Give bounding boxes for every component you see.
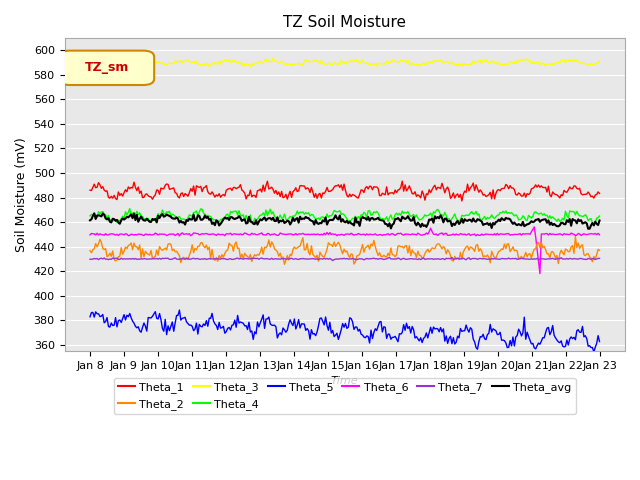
Theta_3 xyxy=(238,60,246,66)
Theta_2 xyxy=(264,243,271,249)
Theta_4 xyxy=(590,221,598,227)
Theta_2 xyxy=(238,252,246,257)
Theta_3 xyxy=(265,58,273,63)
Theta_2 xyxy=(569,243,577,249)
Theta_3 xyxy=(86,60,94,66)
Theta_avg xyxy=(239,217,247,223)
Theta_4 xyxy=(596,213,604,219)
Theta_6 xyxy=(309,231,317,237)
Theta_avg xyxy=(257,216,264,222)
Theta_5 xyxy=(590,349,598,355)
Theta_6 xyxy=(238,232,246,238)
Line: Theta_6: Theta_6 xyxy=(90,227,600,274)
Theta_5 xyxy=(86,314,94,320)
Theta_3 xyxy=(246,63,254,69)
Theta_4 xyxy=(257,212,264,218)
Line: Theta_5: Theta_5 xyxy=(90,310,600,352)
FancyBboxPatch shape xyxy=(59,50,154,85)
Theta_1 xyxy=(596,191,604,196)
Theta_2 xyxy=(255,252,263,258)
Theta_1 xyxy=(570,183,578,189)
Theta_6 xyxy=(255,231,263,237)
Theta_5 xyxy=(265,314,273,320)
Theta_7 xyxy=(570,256,578,262)
Line: Theta_1: Theta_1 xyxy=(90,181,600,201)
Theta_5 xyxy=(569,336,577,341)
Theta_avg xyxy=(569,216,577,222)
Theta_5 xyxy=(596,339,604,345)
Theta_1 xyxy=(238,187,246,193)
Theta_5 xyxy=(175,307,183,313)
Legend: Theta_1, Theta_2, Theta_3, Theta_4, Theta_5, Theta_6, Theta_7, Theta_avg: Theta_1, Theta_2, Theta_3, Theta_4, Thet… xyxy=(114,378,575,414)
Theta_7 xyxy=(238,256,246,262)
Y-axis label: Soil Moisture (mV): Soil Moisture (mV) xyxy=(15,137,28,252)
Theta_5 xyxy=(310,331,318,336)
Theta_2 xyxy=(310,253,318,259)
Theta_avg xyxy=(150,217,157,223)
Theta_avg xyxy=(265,216,273,221)
Theta_1 xyxy=(309,189,317,195)
Theta_3 xyxy=(596,58,604,64)
Theta_4 xyxy=(150,216,157,222)
Theta_6 xyxy=(264,230,271,236)
Theta_7 xyxy=(255,256,263,262)
Theta_3 xyxy=(312,59,319,64)
Theta_4 xyxy=(239,212,247,217)
Theta_2 xyxy=(280,262,288,267)
Theta_4 xyxy=(310,215,318,220)
Theta_7 xyxy=(329,258,337,264)
Theta_7 xyxy=(264,256,271,262)
Theta_7 xyxy=(309,256,317,262)
Theta_5 xyxy=(148,313,156,319)
Title: TZ Soil Moisture: TZ Soil Moisture xyxy=(284,15,406,30)
Theta_2 xyxy=(148,256,156,262)
Theta_2 xyxy=(572,234,579,240)
Theta_5 xyxy=(257,320,264,325)
Theta_1 xyxy=(399,178,406,184)
Theta_4 xyxy=(265,209,273,215)
Theta_6 xyxy=(531,224,538,230)
Theta_avg xyxy=(584,226,592,232)
Theta_7 xyxy=(596,255,604,261)
Theta_6 xyxy=(536,271,544,276)
Line: Theta_4: Theta_4 xyxy=(90,209,600,224)
Theta_6 xyxy=(148,232,156,238)
Theta_6 xyxy=(86,232,94,238)
Theta_3 xyxy=(570,58,578,64)
Theta_3 xyxy=(148,59,156,65)
Theta_1 xyxy=(86,187,94,193)
Theta_6 xyxy=(596,232,604,238)
Theta_1 xyxy=(255,188,263,193)
Theta_avg xyxy=(86,217,94,223)
Theta_1 xyxy=(458,198,466,204)
Theta_7 xyxy=(148,256,156,262)
Theta_1 xyxy=(264,179,271,184)
Line: Theta_2: Theta_2 xyxy=(90,237,600,264)
Theta_2 xyxy=(86,248,94,253)
Theta_4 xyxy=(569,209,577,215)
X-axis label: Time: Time xyxy=(331,376,358,386)
Theta_4 xyxy=(126,206,134,212)
Theta_7 xyxy=(448,254,456,260)
Theta_3 xyxy=(269,55,277,61)
Theta_avg xyxy=(310,222,318,228)
Theta_4 xyxy=(86,213,94,219)
Theta_avg xyxy=(90,210,98,216)
Theta_5 xyxy=(239,320,247,326)
Line: Theta_avg: Theta_avg xyxy=(90,213,600,229)
Line: Theta_3: Theta_3 xyxy=(90,58,600,66)
Theta_6 xyxy=(570,231,578,237)
Theta_2 xyxy=(596,248,604,253)
Theta_avg xyxy=(596,217,604,223)
Line: Theta_7: Theta_7 xyxy=(90,257,600,261)
Theta_1 xyxy=(148,196,156,202)
Text: TZ_sm: TZ_sm xyxy=(84,61,129,74)
Theta_3 xyxy=(257,59,264,64)
Theta_7 xyxy=(86,256,94,262)
